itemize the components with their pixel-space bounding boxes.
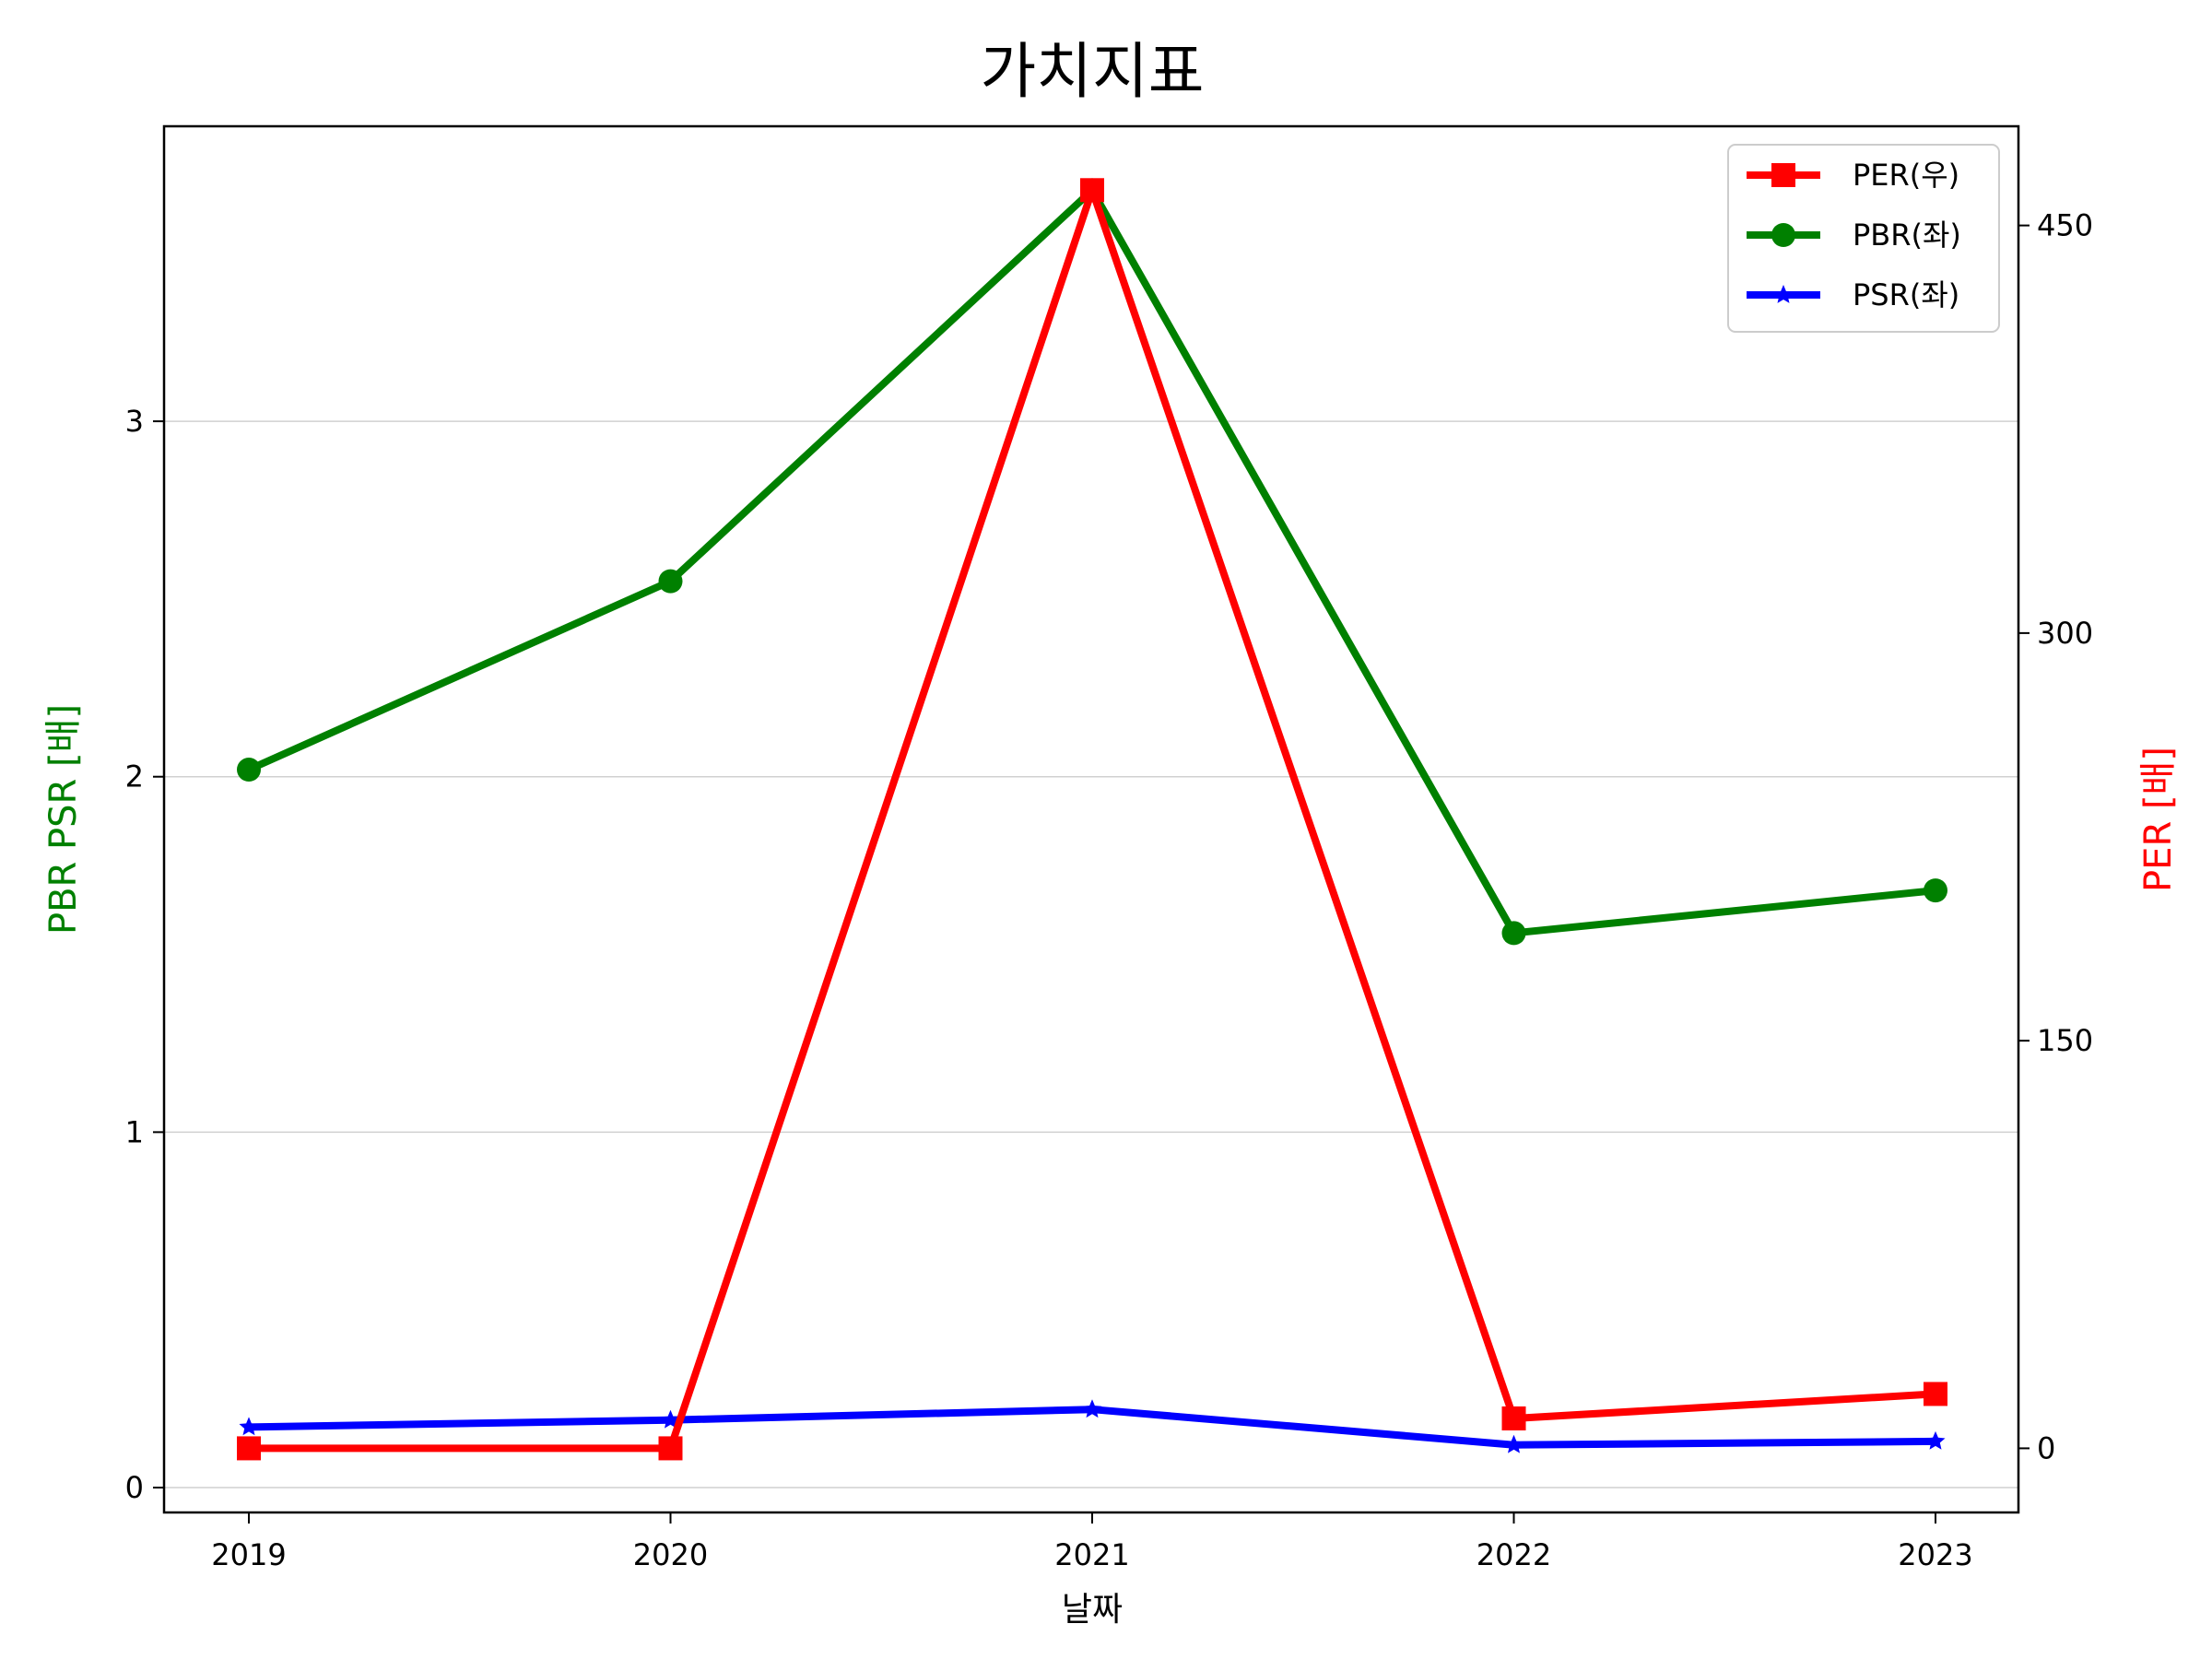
left-y-ticks: 0 1 2 3 [125,404,164,1505]
legend: PER(우) PBR(좌) PSR(좌) [1727,144,2000,333]
series-line-per [249,178,1936,1453]
legend-label-pbr: PBR(좌) [1853,218,1961,253]
plot-frame [162,124,2020,1514]
x-tick-label: 2023 [1898,1537,1972,1572]
legend-marker-psr [1773,285,1794,303]
x-tick-label: 2019 [211,1537,286,1572]
left-y-tick-label: 2 [125,759,144,794]
series-group [237,178,1947,1461]
grid-lines [164,420,2018,1488]
x-axis-label: 날짜 [1062,1591,1123,1629]
right-y-ticks: 0 150 300 450 [2018,208,2093,1465]
x-ticks: 2019 2020 2021 2022 2023 [211,1512,1973,1572]
data-point-pbr [1501,921,1526,946]
series-line-pbr [247,184,1936,937]
legend-label-psr: PSR(좌) [1853,277,1959,312]
legend-label-per: PER(우) [1853,158,1959,193]
legend-marker-pbr [1771,223,1795,247]
right-y-tick-label: 0 [2037,1430,2055,1465]
data-point-psr [239,1417,259,1436]
left-y-tick-label: 1 [125,1114,144,1149]
data-point-per [1501,1406,1526,1430]
x-tick-label: 2022 [1477,1537,1551,1572]
x-tick-label: 2020 [633,1537,708,1572]
data-point-per [1080,178,1104,203]
left-y-tick-label: 3 [125,404,144,439]
left-y-tick-label: 0 [125,1470,144,1505]
data-point-per [658,1436,683,1461]
chart-title: 가치지표 [981,36,1205,107]
right-y-tick-label: 450 [2037,208,2093,243]
data-point-pbr [658,569,683,594]
data-point-pbr [237,758,261,782]
y-axis-label-right: PER [배] [2137,747,2180,892]
right-y-tick-label: 150 [2037,1023,2093,1058]
data-point-per [1924,1382,1947,1406]
right-y-tick-label: 300 [2037,616,2093,651]
legend-marker-per [1771,163,1795,187]
data-point-pbr [1924,878,1947,903]
data-point-psr [1504,1434,1524,1453]
legend-box [1727,144,2000,333]
data-point-per [237,1436,261,1461]
series-line-psr [248,1406,1936,1449]
data-point-psr [1082,1399,1102,1418]
y-axis-label-left: PBR PSR [배] [42,704,85,935]
data-point-psr [1925,1430,1946,1450]
x-tick-label: 2021 [1054,1537,1129,1572]
